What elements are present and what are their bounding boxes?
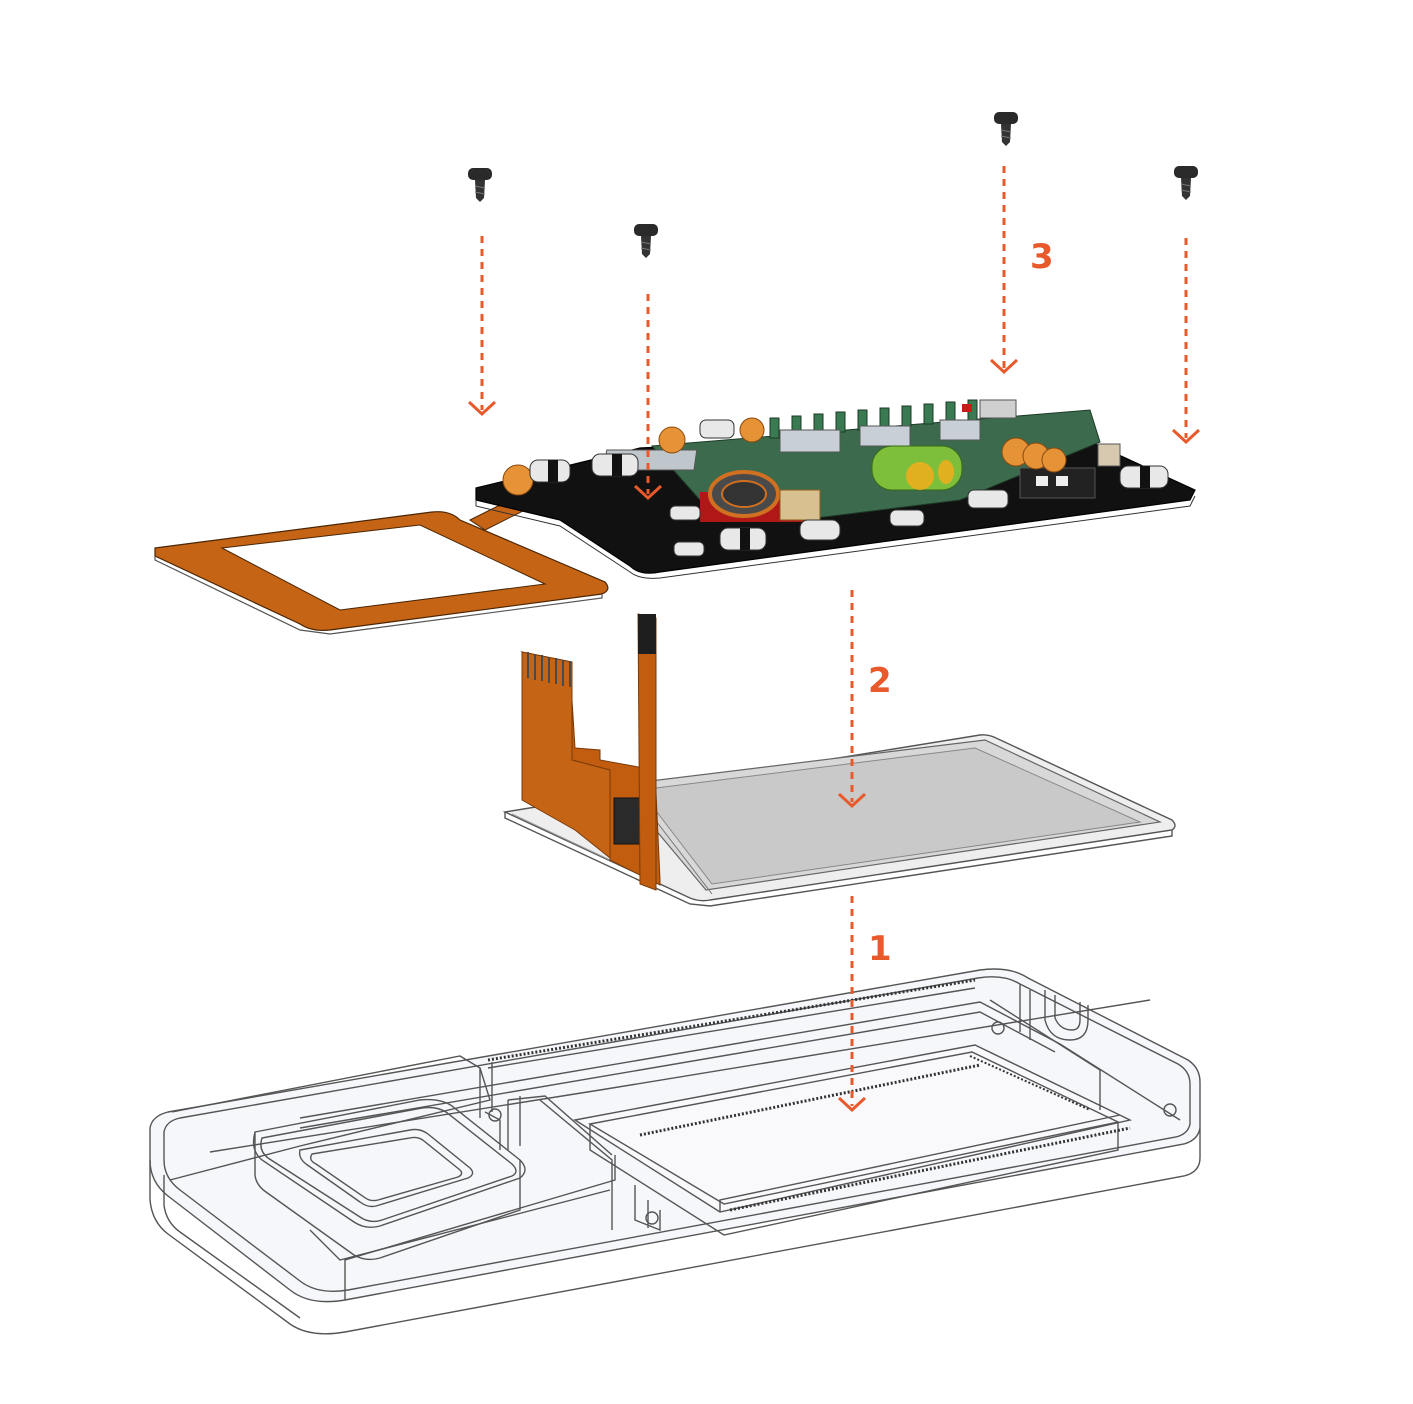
assembly-arrows — [469, 166, 1199, 1110]
screw — [994, 112, 1018, 146]
arrow-screw-4 — [1173, 238, 1199, 442]
transparent-enclosure-base — [150, 969, 1200, 1334]
electrolytic-capacitor — [872, 446, 962, 490]
screws — [468, 112, 1198, 258]
circuit-board — [476, 400, 1195, 578]
step-label-3: 3 — [1030, 237, 1054, 277]
screw — [634, 224, 658, 258]
arrow-screw-1 — [469, 236, 495, 414]
nfc-antenna-flex — [155, 505, 608, 634]
screw — [468, 168, 492, 202]
step-label-1: 1 — [868, 929, 892, 969]
arrow-screw-3 — [991, 166, 1017, 372]
touch-flex-cable — [638, 614, 656, 890]
screw — [1174, 166, 1198, 200]
step-label-2: 2 — [868, 661, 892, 701]
